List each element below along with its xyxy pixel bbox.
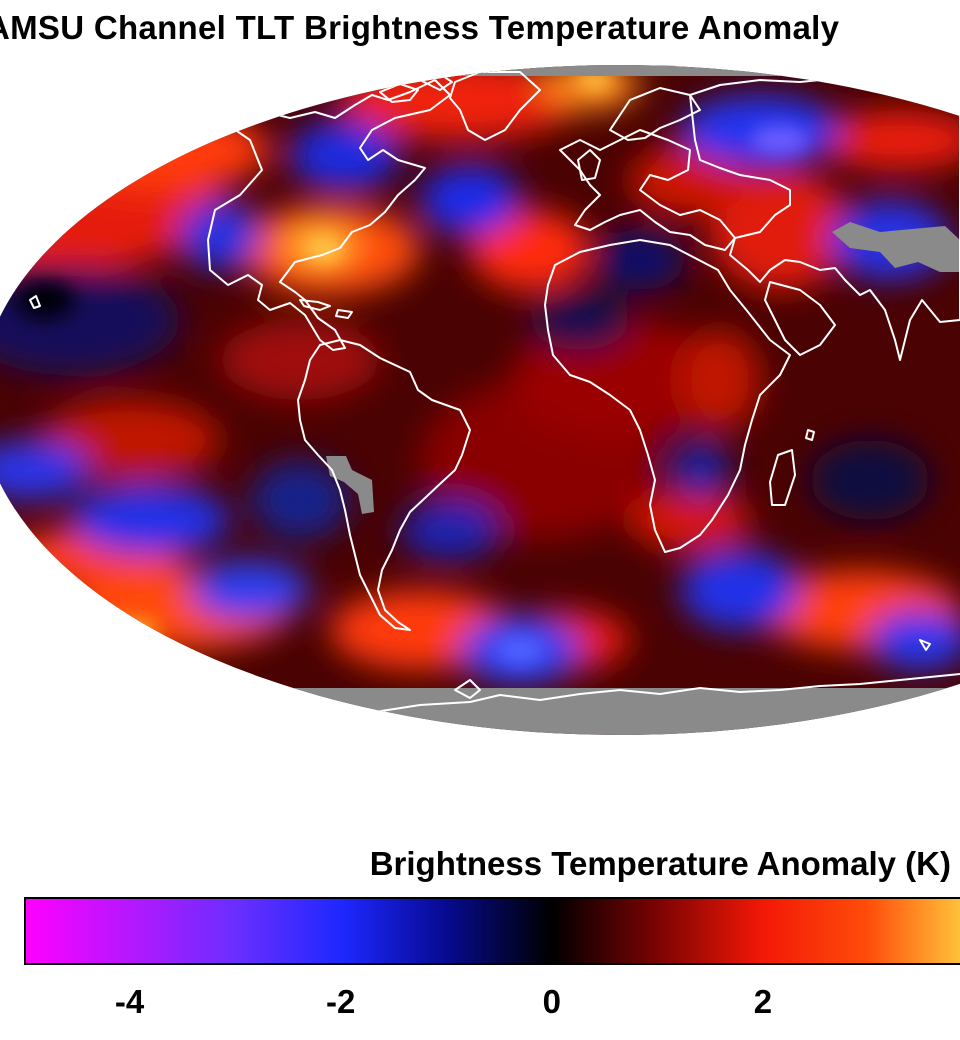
colorbar-tick-label: 2	[753, 983, 773, 1020]
colorbar-tick-label: -2	[325, 983, 356, 1020]
map-title: AMSU Channel TLT Brightness Temperature …	[0, 9, 840, 46]
anomaly-map	[0, 65, 960, 735]
globe	[0, 65, 960, 735]
colorbar-label: Brightness Temperature Anomaly (K)	[369, 845, 951, 882]
colorbar	[24, 897, 960, 965]
colorbar-tick-label: 0	[542, 983, 561, 1020]
colorbar-tick-label: -4	[114, 983, 145, 1020]
